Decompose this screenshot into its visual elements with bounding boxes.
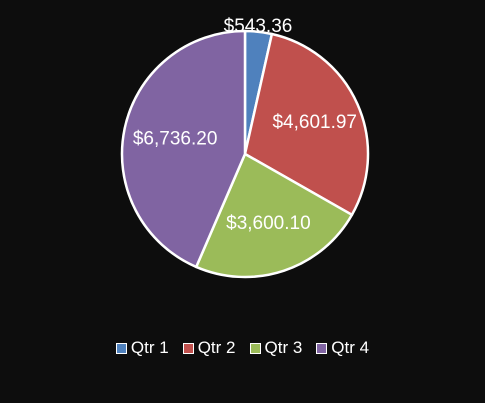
- legend-item-qtr-2: Qtr 2: [182, 338, 236, 358]
- legend-swatch-qtr-1: [115, 342, 127, 354]
- pie-slice-qtr-2: [243, 32, 370, 217]
- legend-label-qtr-2: Qtr 2: [197, 338, 236, 357]
- legend-label-qtr-1: Qtr 1: [130, 338, 169, 357]
- pie-data-labels: $543.36 $4,601.97 $3,600.10 $6,736.20: [133, 16, 357, 234]
- legend-label-qtr-3: Qtr 3: [264, 338, 303, 357]
- pie-slice-qtr-3: [194, 152, 354, 279]
- legend-item-qtr-3: Qtr 3: [249, 338, 303, 358]
- pie-slice-qtr-4: [120, 29, 247, 269]
- legend-item-qtr-1: Qtr 1: [115, 338, 169, 358]
- legend-item-qtr-4: Qtr 4: [316, 338, 369, 358]
- data-label-qtr-1: $543.36: [224, 16, 293, 37]
- pie-slices: [120, 29, 370, 279]
- legend-swatch-qtr-2: [182, 342, 194, 354]
- data-label-qtr-3: $3,600.10: [226, 213, 311, 234]
- chart-legend: Qtr 1 Qtr 2 Qtr 3 Qtr 4: [0, 336, 485, 360]
- data-label-qtr-4: $6,736.20: [133, 129, 218, 150]
- legend-swatch-qtr-4: [316, 342, 328, 354]
- legend-swatch-qtr-3: [249, 342, 261, 354]
- legend-label-qtr-4: Qtr 4: [331, 338, 370, 357]
- data-label-qtr-2: $4,601.97: [272, 112, 357, 133]
